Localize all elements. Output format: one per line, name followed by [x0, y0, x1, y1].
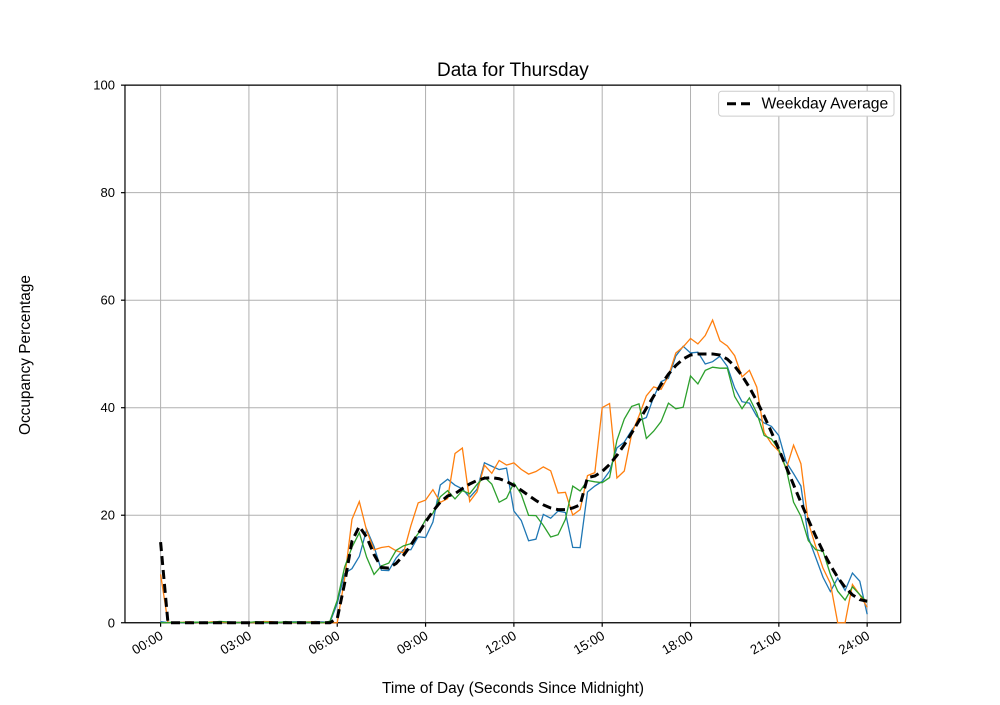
svg-text:Data for Thursday: Data for Thursday — [437, 60, 589, 81]
svg-text:40: 40 — [101, 400, 115, 415]
svg-text:Time of Day (Seconds Since Mid: Time of Day (Seconds Since Midnight) — [382, 680, 644, 697]
svg-text:80: 80 — [101, 185, 115, 200]
svg-text:20: 20 — [101, 508, 115, 523]
svg-text:60: 60 — [101, 293, 115, 308]
svg-text:0: 0 — [108, 615, 115, 630]
svg-text:100: 100 — [93, 78, 115, 93]
svg-text:Weekday Average: Weekday Average — [762, 95, 889, 112]
svg-text:Occupancy Percentage: Occupancy Percentage — [17, 275, 34, 435]
